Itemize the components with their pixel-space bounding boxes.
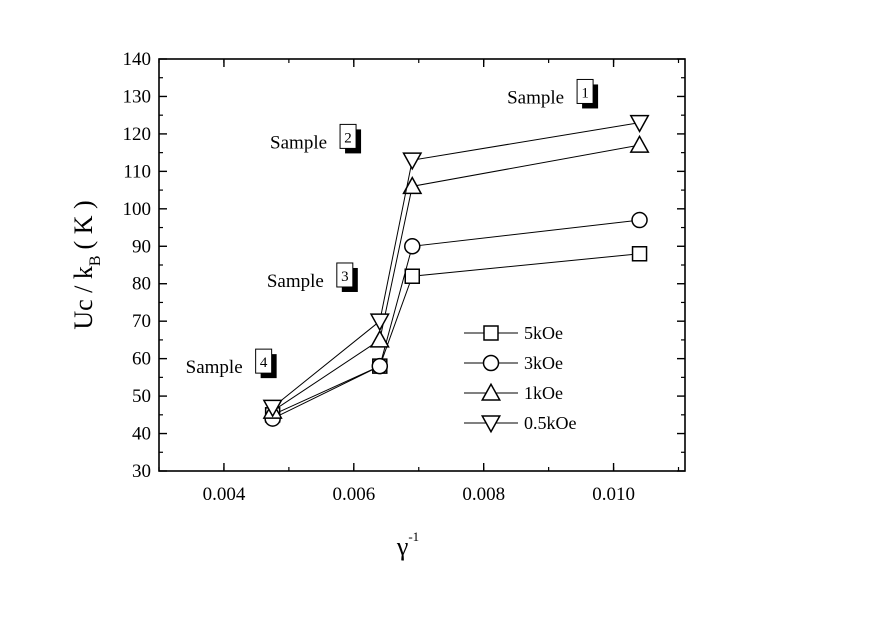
data-point-3koe (404, 238, 421, 255)
y-axis-label-sub: B (87, 255, 104, 266)
legend-label: 3kOe (524, 353, 563, 373)
y-tick-label: 60 (132, 349, 151, 370)
sample-number-box (255, 348, 273, 374)
data-point-5koe (404, 268, 421, 284)
legend-marker (482, 354, 500, 372)
x-axis-label-sup: -1 (408, 529, 419, 544)
y-axis-label: Uc / kB ( K ) (69, 200, 104, 329)
x-tick-label: 0.008 (462, 484, 505, 505)
legend-label: 1kOe (524, 383, 563, 403)
sample-number: 2 (344, 130, 352, 146)
y-tick-label: 110 (123, 161, 151, 182)
data-point-0-5koe (262, 399, 283, 418)
data-point-1koe (369, 329, 390, 348)
legend-marker (480, 415, 502, 434)
sample-number: 3 (341, 269, 349, 285)
legend-marker (480, 382, 502, 401)
sample-number-box (576, 78, 594, 104)
y-tick-label: 90 (132, 236, 151, 257)
y-tick-label: 120 (123, 124, 152, 145)
y-tick-label: 50 (132, 386, 151, 407)
y-tick-label: 70 (132, 311, 151, 332)
data-point-1koe (629, 134, 650, 153)
sample-label: Sample (507, 87, 564, 108)
y-tick-label: 80 (132, 274, 151, 295)
series-group (262, 114, 650, 427)
plot-frame (158, 58, 686, 472)
sample-number: 1 (581, 85, 589, 101)
legend-label: 5kOe (524, 323, 563, 343)
annotations-group: Sample 1 Sample 2 Sample 3 Sample 4 (186, 78, 599, 379)
series-line-5koe (272, 253, 640, 416)
y-axis-label-unit: ( K ) (69, 200, 98, 249)
sample-label: Sample (267, 271, 324, 292)
sample-label: Sample (270, 132, 327, 153)
axes: 30 40 50 60 70 80 90 100 110 120 130 140 0.004 0.006 0… (123, 49, 685, 505)
legend: 5kOe 3kOe 1kOe 0.5kOe (464, 323, 577, 434)
y-tick-label: 130 (123, 86, 152, 107)
x-tick-label: 0.006 (332, 484, 375, 505)
sample-number-box (339, 123, 357, 149)
x-axis-label: γ-1 (396, 529, 419, 561)
data-point-0-5koe (402, 152, 423, 171)
x-axis-label-main: γ (396, 532, 409, 561)
legend-label: 0.5kOe (524, 413, 577, 433)
x-tick-label: 0.010 (592, 484, 635, 505)
data-point-0-5koe (369, 313, 390, 332)
sample-number-box (336, 262, 354, 288)
series-line-3koe (272, 219, 640, 420)
data-point-1koe (402, 176, 423, 195)
y-tick-label: 140 (123, 49, 152, 70)
data-point-0-5koe (629, 114, 650, 133)
data-point-5koe (631, 246, 648, 262)
legend-marker (483, 325, 499, 341)
y-axis-label-main: Uc / k (69, 266, 98, 330)
data-point-3koe (371, 357, 389, 375)
series-line-0-5koe (272, 122, 640, 408)
sample-label: Sample (186, 357, 243, 378)
data-point-3koe (631, 211, 648, 229)
y-tick-label: 100 (123, 199, 152, 220)
y-tick-label: 30 (132, 461, 151, 482)
x-tick-label: 0.004 (203, 484, 246, 505)
series-line-1koe (272, 144, 640, 412)
y-tick-label: 40 (132, 424, 151, 445)
sample-number: 4 (260, 355, 268, 371)
